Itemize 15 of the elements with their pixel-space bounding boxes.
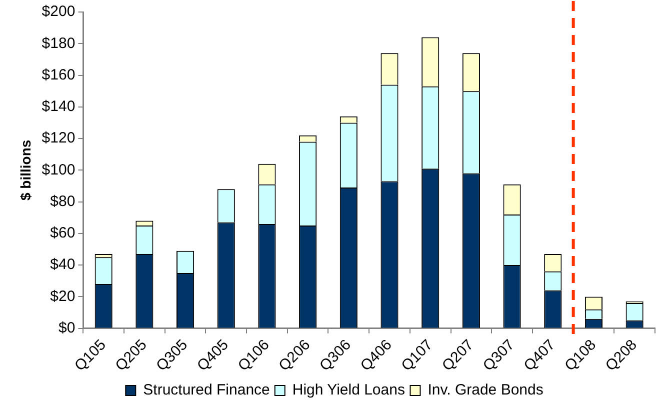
y-tick-label: $100 (42, 161, 76, 178)
legend-label: High Yield Loans (292, 382, 405, 399)
y-tick-label: $140 (42, 98, 76, 116)
y-tick-label: $120 (42, 130, 76, 147)
y-tick-label: $200 (42, 3, 76, 20)
y-tick-label: $180 (42, 34, 76, 52)
legend-label: Inv. Grade Bonds (428, 382, 544, 399)
y-tick-label: $40 (50, 256, 76, 274)
y-tick-label: $80 (50, 192, 76, 210)
y-axis-title: $ billions (17, 140, 34, 201)
y-tick-label: $60 (50, 224, 76, 242)
y-tick-label: $160 (42, 66, 76, 84)
y-tick-label: $20 (50, 288, 76, 305)
legend-label: Structured Finance (143, 382, 270, 399)
y-tick-label: $0 (58, 319, 76, 336)
